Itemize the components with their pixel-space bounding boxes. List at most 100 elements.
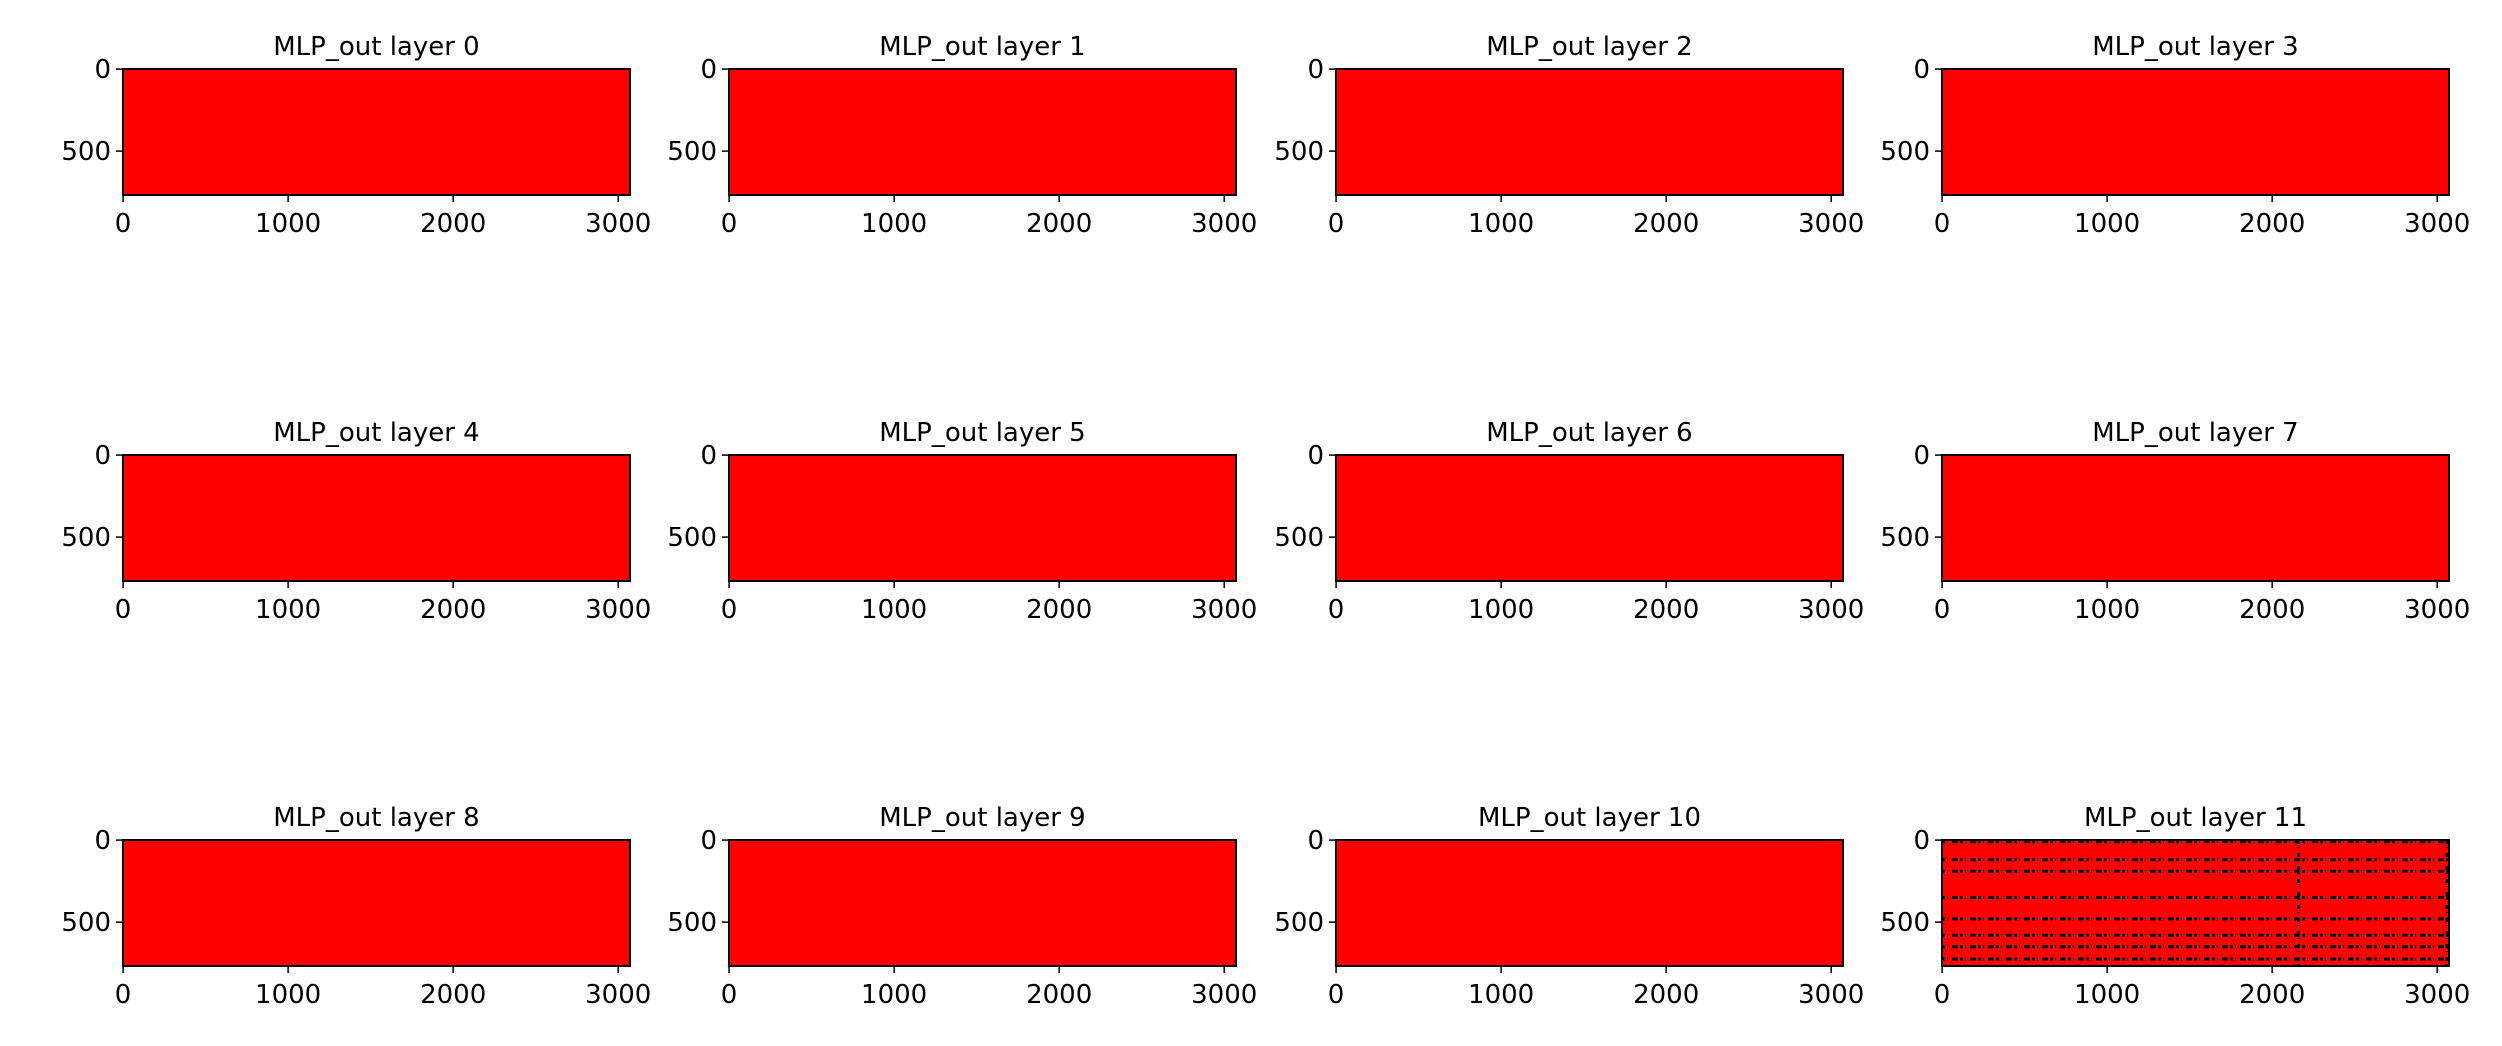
x-tick-label: 3000: [2404, 980, 2470, 1010]
axes-frame: [122, 454, 631, 582]
x-tick-label: 2000: [1026, 595, 1092, 625]
subplot-title: MLP_out layer 3: [2092, 32, 2298, 62]
x-tick-label: 3000: [2404, 209, 2470, 239]
axes-frame: [1335, 454, 1844, 582]
x-tick-label: 2000: [1026, 209, 1092, 239]
subplot-title: MLP_out layer 8: [273, 803, 479, 833]
x-tick-label: 0: [721, 209, 738, 239]
y-tick-label: 500: [61, 137, 111, 167]
x-tick-label: 2000: [420, 209, 486, 239]
x-tick-label: 3000: [1191, 209, 1257, 239]
x-tick-label: 0: [721, 980, 738, 1010]
y-tick-label: 0: [1913, 826, 1930, 856]
x-tick-label: 0: [1328, 595, 1345, 625]
subplot-title: MLP_out layer 1: [879, 32, 1085, 62]
x-tick-label: 3000: [585, 209, 651, 239]
x-tick-label: 1000: [861, 980, 927, 1010]
y-tick-label: 500: [667, 908, 717, 938]
axes-frame: [1941, 454, 2450, 582]
subplot-title: MLP_out layer 10: [1478, 803, 1701, 833]
x-tick-label: 0: [1934, 209, 1951, 239]
y-tick-label: 0: [700, 55, 717, 85]
x-tick-label: 0: [1934, 595, 1951, 625]
x-tick-label: 0: [1328, 209, 1345, 239]
image: [1336, 69, 1843, 195]
y-tick-label: 0: [1307, 441, 1324, 471]
x-tick-label: 1000: [2074, 980, 2140, 1010]
subplot-title: MLP_out layer 5: [879, 418, 1085, 448]
x-tick-label: 3000: [1798, 980, 1864, 1010]
axes-frame: [122, 68, 631, 196]
x-tick-label: 1000: [1468, 595, 1534, 625]
x-tick-label: 2000: [1633, 595, 1699, 625]
axes-frame: [122, 839, 631, 967]
x-tick-label: 2000: [2239, 595, 2305, 625]
subplot-title: MLP_out layer 9: [879, 803, 1085, 833]
y-tick-label: 500: [1880, 523, 1930, 553]
x-tick-label: 1000: [1468, 209, 1534, 239]
image: [729, 455, 1236, 581]
image: [123, 840, 630, 966]
y-tick-label: 0: [1307, 55, 1324, 85]
y-tick-label: 500: [61, 908, 111, 938]
axes-frame: [728, 68, 1237, 196]
image: [1942, 455, 2449, 581]
axes-frame: [1335, 68, 1844, 196]
y-tick-label: 500: [61, 523, 111, 553]
x-tick-label: 3000: [1798, 209, 1864, 239]
x-tick-label: 2000: [1633, 980, 1699, 1010]
x-tick-label: 1000: [255, 595, 321, 625]
y-tick-label: 0: [700, 441, 717, 471]
x-tick-label: 0: [115, 595, 132, 625]
subplot-title: MLP_out layer 11: [2084, 803, 2307, 833]
x-tick-label: 3000: [585, 980, 651, 1010]
axes-frame: [1335, 839, 1844, 967]
y-tick-label: 0: [1913, 441, 1930, 471]
x-tick-label: 0: [721, 595, 738, 625]
axes-frame: [1941, 68, 2450, 196]
x-tick-label: 3000: [2404, 595, 2470, 625]
x-tick-label: 1000: [2074, 209, 2140, 239]
y-tick-label: 500: [1880, 137, 1930, 167]
subplot-title: MLP_out layer 0: [273, 32, 479, 62]
x-tick-label: 0: [1934, 980, 1951, 1010]
y-tick-label: 500: [1274, 137, 1324, 167]
x-tick-label: 3000: [1191, 595, 1257, 625]
image: [1336, 840, 1843, 966]
x-tick-label: 0: [115, 209, 132, 239]
x-tick-label: 2000: [2239, 980, 2305, 1010]
x-tick-label: 0: [115, 980, 132, 1010]
y-tick-label: 0: [1913, 55, 1930, 85]
x-tick-label: 3000: [1191, 980, 1257, 1010]
image: [123, 455, 630, 581]
axes-frame: [1941, 839, 2450, 967]
x-tick-label: 1000: [1468, 980, 1534, 1010]
x-tick-label: 2000: [420, 980, 486, 1010]
subplot-title: MLP_out layer 2: [1486, 32, 1692, 62]
x-tick-label: 3000: [585, 595, 651, 625]
image: [1336, 455, 1843, 581]
axes-frame: [728, 839, 1237, 967]
y-tick-label: 0: [94, 441, 111, 471]
y-tick-label: 0: [700, 826, 717, 856]
x-tick-label: 0: [1328, 980, 1345, 1010]
subplot-title: MLP_out layer 4: [273, 418, 479, 448]
y-tick-label: 0: [94, 826, 111, 856]
x-tick-label: 2000: [420, 595, 486, 625]
y-tick-label: 500: [1274, 908, 1324, 938]
x-tick-label: 1000: [861, 595, 927, 625]
x-tick-label: 1000: [255, 980, 321, 1010]
axes-frame: [728, 454, 1237, 582]
image: [123, 69, 630, 195]
y-tick-label: 500: [1274, 523, 1324, 553]
x-tick-label: 1000: [861, 209, 927, 239]
y-tick-label: 0: [94, 55, 111, 85]
x-tick-label: 1000: [2074, 595, 2140, 625]
y-tick-label: 500: [667, 137, 717, 167]
y-tick-label: 0: [1307, 826, 1324, 856]
x-tick-label: 2000: [1633, 209, 1699, 239]
image: [729, 840, 1236, 966]
y-tick-label: 500: [667, 523, 717, 553]
